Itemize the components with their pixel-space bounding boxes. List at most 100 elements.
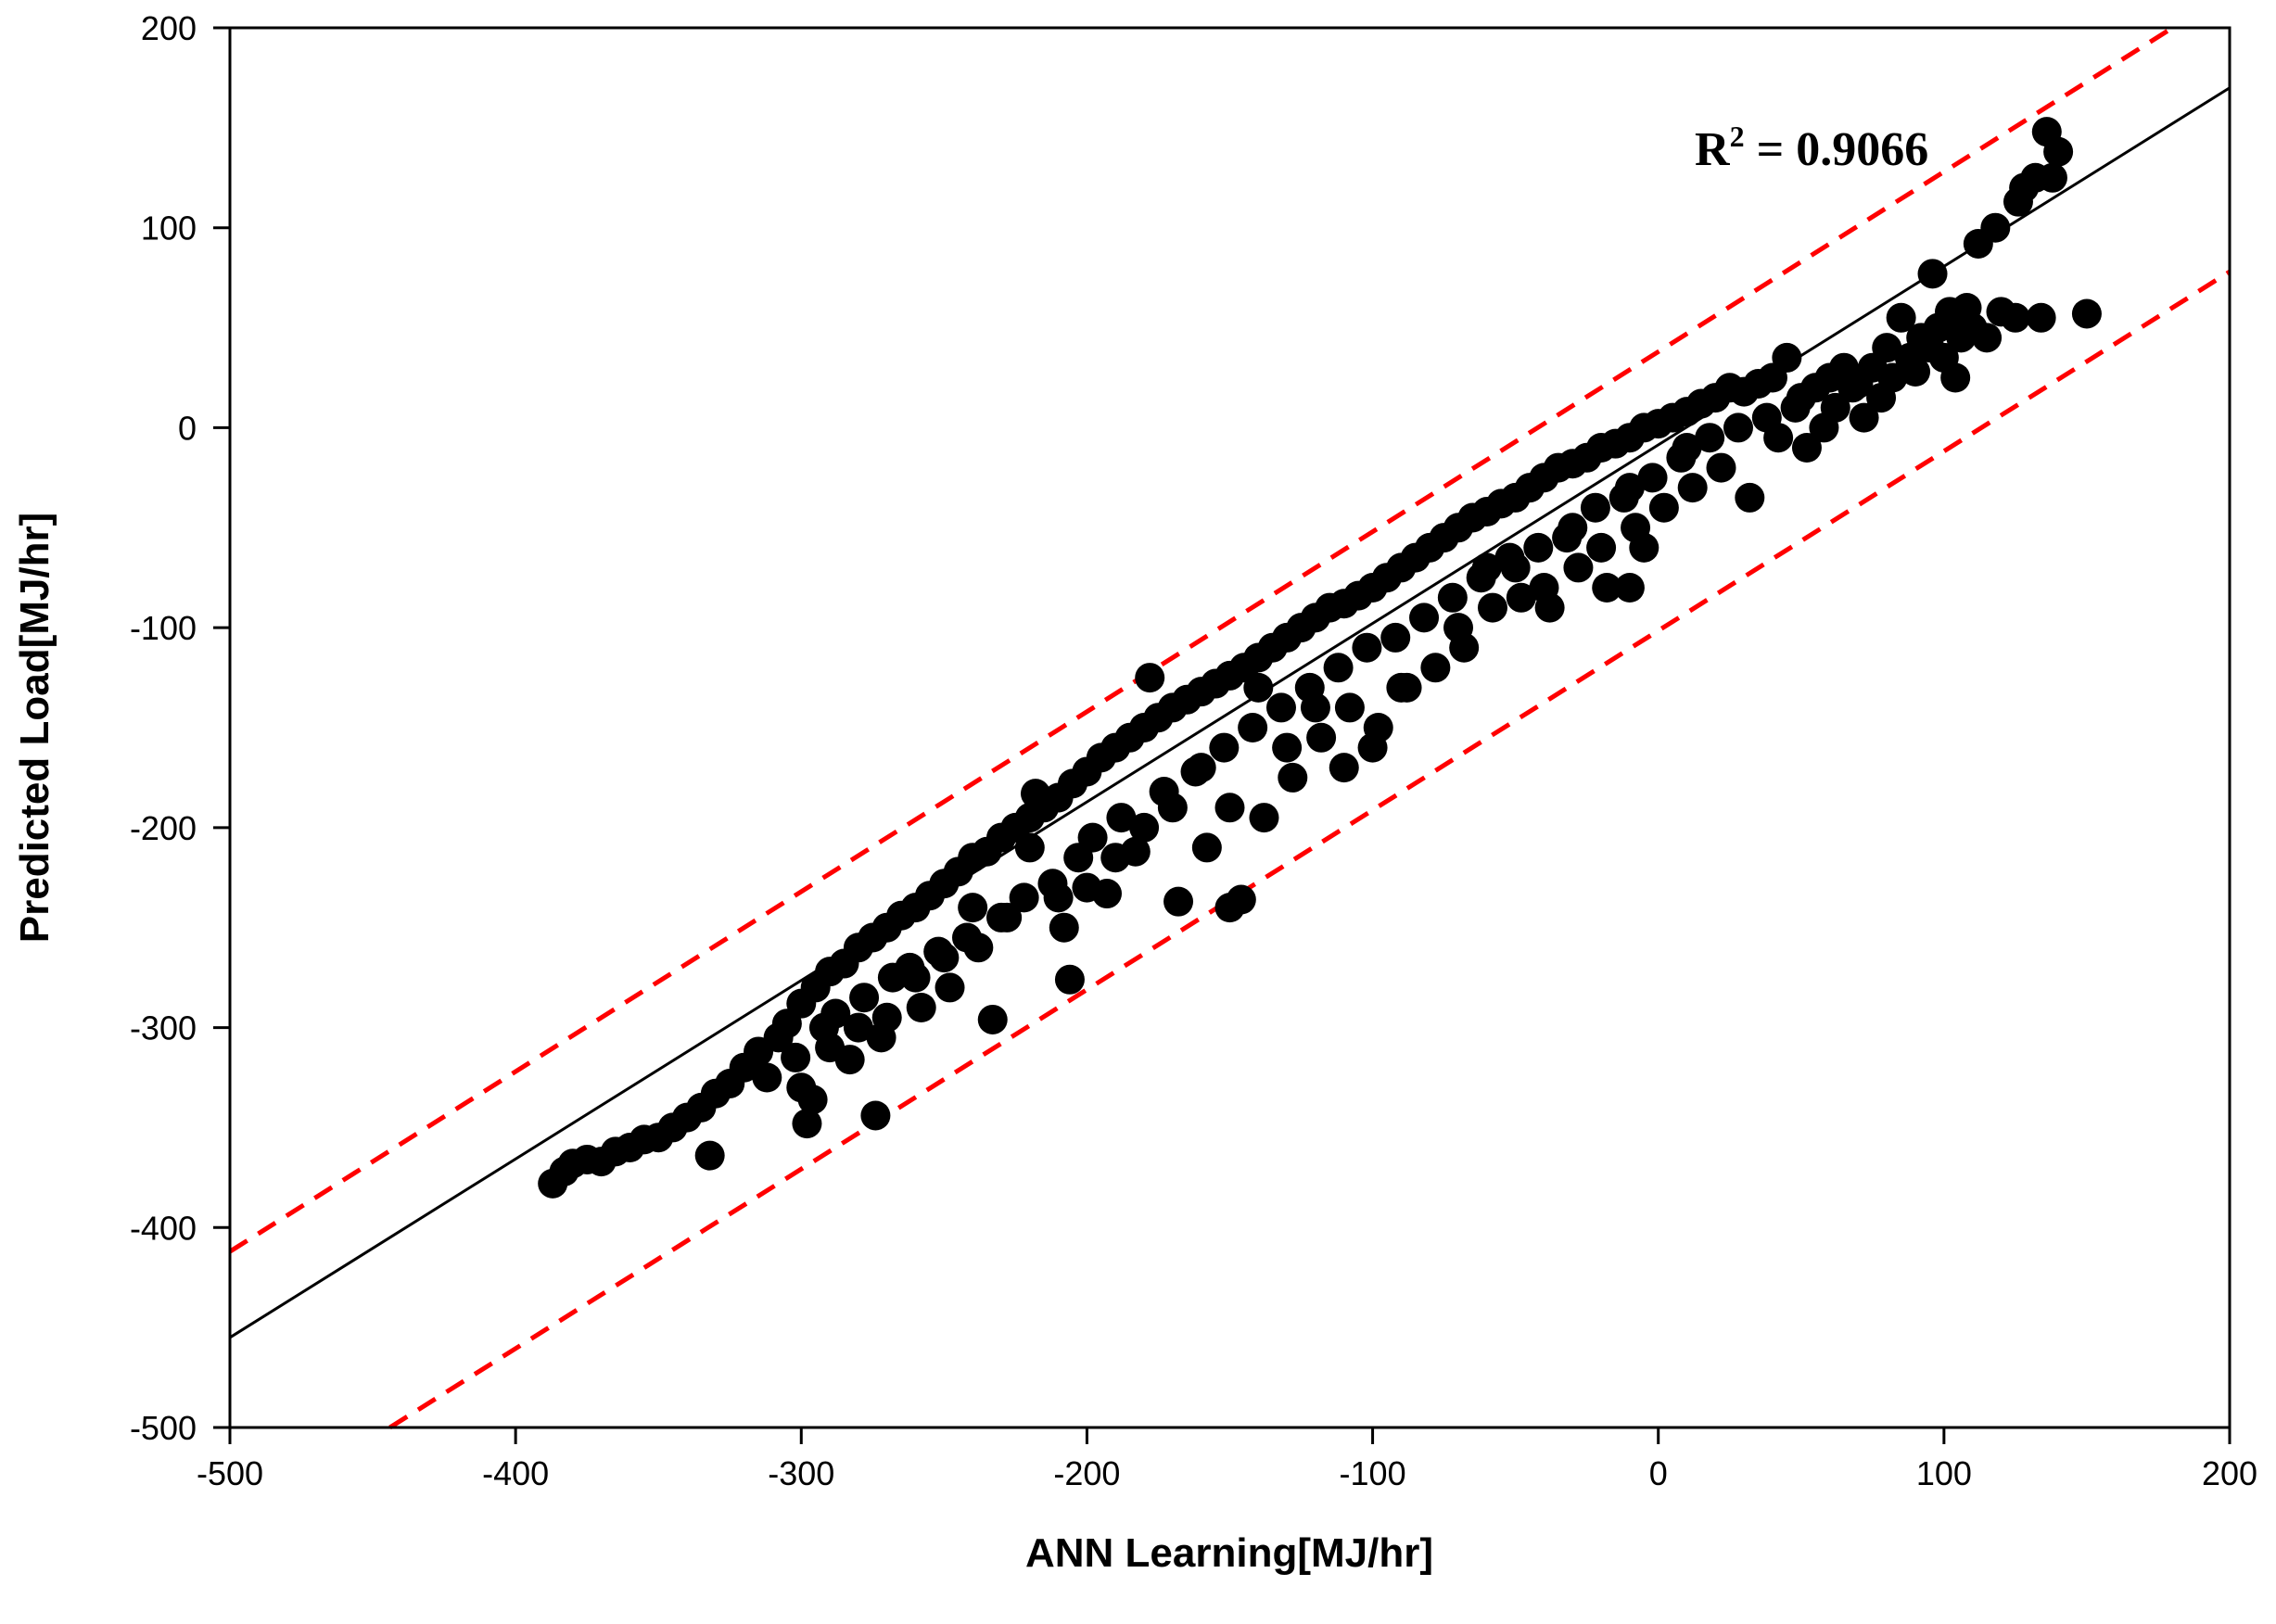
data-point bbox=[1637, 463, 1668, 493]
data-point bbox=[1043, 882, 1074, 913]
x-tick-label: -100 bbox=[1340, 1454, 1406, 1492]
data-point bbox=[1420, 653, 1451, 683]
data-point bbox=[1100, 843, 1131, 873]
data-point bbox=[1135, 663, 1165, 693]
data-point bbox=[815, 1033, 846, 1063]
data-point bbox=[871, 1002, 902, 1033]
data-point bbox=[1077, 822, 1108, 853]
data-point bbox=[1791, 433, 1822, 463]
data-point bbox=[1523, 532, 1554, 563]
data-point bbox=[786, 1072, 817, 1103]
data-point bbox=[1477, 592, 1507, 623]
data-point bbox=[1677, 473, 1708, 503]
data-point bbox=[1580, 492, 1610, 523]
data-point bbox=[2037, 162, 2067, 193]
data-point bbox=[1563, 552, 1594, 583]
data-point bbox=[1614, 473, 1645, 503]
data-point bbox=[1500, 552, 1531, 583]
data-point bbox=[1614, 573, 1645, 603]
data-point bbox=[1723, 412, 1753, 443]
y-tick-label: -400 bbox=[130, 1209, 197, 1247]
data-point bbox=[1972, 323, 2003, 353]
data-point bbox=[1735, 482, 1765, 513]
data-point bbox=[1300, 692, 1330, 723]
data-point bbox=[1352, 632, 1382, 663]
data-point bbox=[1648, 492, 1679, 523]
y-tick-label: 0 bbox=[178, 409, 197, 447]
data-point bbox=[1901, 357, 1931, 387]
data-point bbox=[2000, 302, 2030, 333]
data-point bbox=[1163, 886, 1194, 917]
r-squared-annotation: R2 = 0.9066 bbox=[1695, 120, 1928, 176]
data-point bbox=[781, 1042, 811, 1072]
x-tick-label: -400 bbox=[482, 1454, 549, 1492]
annotation-superscript: 2 bbox=[1730, 120, 1745, 153]
y-axis-title: Predicted Load[MJ/hr] bbox=[12, 513, 57, 944]
data-point bbox=[1106, 803, 1137, 833]
annotation-rest: = 0.9066 bbox=[1745, 123, 1929, 176]
data-point bbox=[1209, 732, 1240, 763]
x-axis-title: ANN Learning[MJ/hr] bbox=[1025, 1530, 1433, 1576]
data-point bbox=[1380, 622, 1411, 653]
data-point bbox=[849, 983, 880, 1013]
data-point bbox=[1592, 573, 1622, 603]
data-point bbox=[1243, 672, 1274, 703]
data-point bbox=[929, 943, 960, 973]
data-point bbox=[2026, 302, 2056, 333]
x-tick-label: 100 bbox=[1916, 1454, 1972, 1492]
data-point bbox=[1529, 573, 1559, 603]
y-tick-label: -500 bbox=[130, 1409, 197, 1447]
data-point bbox=[1629, 532, 1659, 563]
data-point bbox=[1214, 793, 1245, 823]
data-point bbox=[1054, 964, 1085, 995]
data-point bbox=[1772, 342, 1802, 373]
data-point bbox=[1917, 259, 1948, 289]
data-point bbox=[1437, 582, 1468, 613]
data-point bbox=[985, 902, 1016, 933]
data-point bbox=[1238, 713, 1268, 742]
x-tick-label: -200 bbox=[1053, 1454, 1120, 1492]
data-point bbox=[1386, 672, 1417, 703]
y-tick-label: 200 bbox=[141, 9, 197, 47]
data-point bbox=[1980, 212, 2011, 243]
data-point bbox=[1695, 423, 1725, 453]
annotation-base: R bbox=[1695, 123, 1731, 176]
data-point bbox=[1157, 793, 1188, 823]
lower-bound-line bbox=[388, 270, 2231, 1430]
data-point bbox=[1191, 832, 1222, 863]
data-point bbox=[2071, 298, 2102, 329]
data-point bbox=[1265, 692, 1296, 723]
data-point bbox=[900, 962, 931, 993]
data-point bbox=[1014, 832, 1045, 863]
data-point bbox=[1886, 302, 1916, 333]
y-tick-label: 100 bbox=[141, 209, 197, 247]
data-point bbox=[1940, 362, 1971, 393]
data-point bbox=[1409, 603, 1440, 633]
plot-area bbox=[230, 28, 2230, 1427]
data-point bbox=[792, 1109, 822, 1139]
y-tick-label: -200 bbox=[130, 809, 197, 847]
lines-layer bbox=[228, 25, 2231, 1430]
data-point bbox=[694, 1140, 725, 1171]
data-point bbox=[1272, 732, 1303, 763]
x-axis-ticks: -500 -400 -300 -200 -100 0 100 200 bbox=[197, 1427, 2257, 1492]
data-point bbox=[963, 933, 994, 963]
x-tick-label: -300 bbox=[768, 1454, 834, 1492]
points-layer bbox=[538, 117, 2102, 1199]
data-point bbox=[1249, 803, 1279, 833]
data-point bbox=[860, 1100, 891, 1131]
data-point bbox=[1471, 552, 1502, 583]
data-point bbox=[1049, 912, 1079, 943]
data-point bbox=[1872, 333, 1902, 363]
upper-bound-line bbox=[228, 25, 2174, 1254]
data-point bbox=[1586, 532, 1617, 563]
y-axis-ticks: -500 -400 -300 -200 -100 0 100 200 bbox=[130, 9, 230, 1447]
data-point bbox=[1506, 582, 1536, 613]
data-point bbox=[935, 972, 965, 1003]
x-tick-label: 0 bbox=[1649, 1454, 1668, 1492]
data-point bbox=[1329, 753, 1359, 783]
data-point bbox=[1672, 433, 1702, 463]
data-point bbox=[2043, 136, 2074, 167]
data-point bbox=[1278, 762, 1308, 793]
